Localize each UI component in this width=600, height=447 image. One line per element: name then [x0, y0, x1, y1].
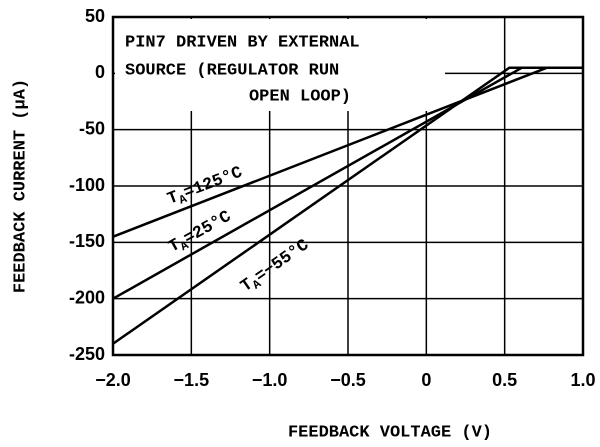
x-tick-label: 0.5	[492, 370, 517, 390]
x-tick-label: −0.5	[330, 370, 366, 390]
annotation-box	[115, 19, 445, 111]
plot-frame	[111, 15, 585, 357]
y-tick-label: 0	[95, 62, 105, 82]
x-tick-label: −2.0	[95, 370, 131, 390]
y-tick-label: -150	[69, 231, 105, 251]
y-tick-label: 50	[85, 6, 105, 26]
series-label: TA=125°C	[165, 164, 246, 211]
y-axis-label: FEEDBACK CURRENT (μA)	[11, 79, 30, 293]
y-tick-label: -250	[69, 344, 105, 364]
series-line	[112, 66, 583, 345]
series-label-part: =−55°C	[252, 236, 313, 287]
annotation: SOURCE (REGULATOR RUN	[125, 61, 339, 80]
y-tick-label: -200	[69, 287, 105, 307]
series-label-part: =25°C	[181, 208, 235, 249]
x-tick-label: 0	[421, 370, 431, 390]
annotation: PIN7 DRIVEN BY EXTERNAL	[125, 33, 360, 52]
x-tick-label: 1.0	[570, 370, 595, 390]
x-tick-label: −1.5	[174, 370, 210, 390]
y-tick-label: -100	[69, 175, 105, 195]
series-label: TA=−55°C	[238, 236, 314, 298]
x-axis-label: FEEDBACK VOLTAGE (V)	[288, 423, 492, 442]
series-label: TA=25°C	[166, 208, 236, 259]
annotation: OPEN LOOP)	[249, 87, 351, 106]
x-tick-label: −1.0	[252, 370, 288, 390]
y-tick-label: -50	[79, 118, 105, 138]
